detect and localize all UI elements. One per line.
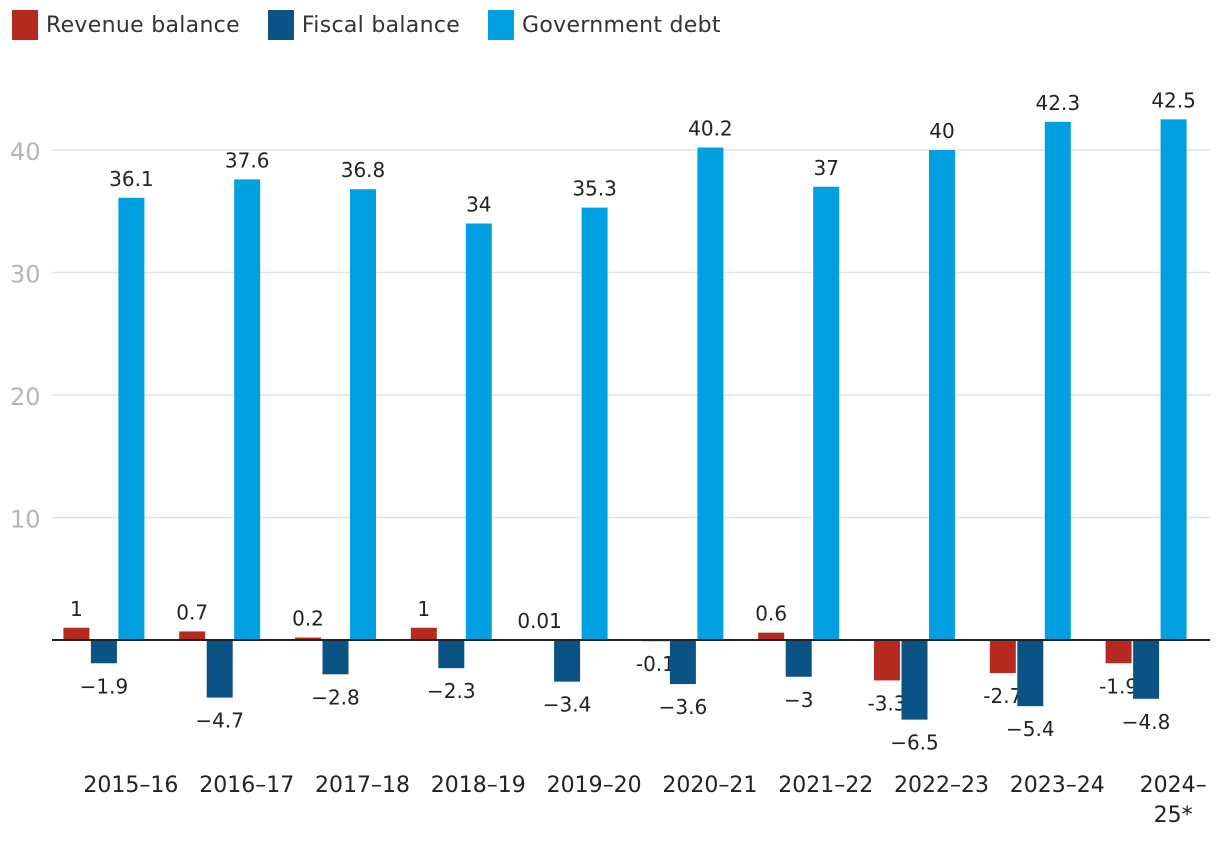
data-label: 0.2 bbox=[292, 607, 324, 631]
data-label: 36.1 bbox=[109, 167, 154, 191]
legend-item-revenue-balance[interactable]: Revenue balance bbox=[12, 10, 240, 40]
legend-item-government-debt[interactable]: Government debt bbox=[488, 10, 721, 40]
data-label: 1 bbox=[70, 597, 83, 621]
legend-item-fiscal-balance[interactable]: Fiscal balance bbox=[267, 10, 461, 40]
data-label: 0.7 bbox=[176, 600, 208, 624]
bar-fiscal-balance-2022-23 bbox=[901, 640, 928, 720]
x-tick-label: 2024– bbox=[1140, 773, 1207, 798]
data-label: 42.3 bbox=[1036, 91, 1081, 115]
x-tick-label: 2019–20 bbox=[547, 773, 642, 798]
data-label: 36.8 bbox=[341, 158, 386, 182]
data-label: -3.3 bbox=[867, 691, 906, 715]
data-label: −4.8 bbox=[1122, 710, 1171, 734]
bar-fiscal-balance-2016-17 bbox=[206, 640, 233, 698]
data-label: −1.9 bbox=[80, 674, 129, 698]
x-tick-label: 2016–17 bbox=[199, 773, 294, 798]
y-tick-label: 40 bbox=[10, 138, 41, 166]
data-label: -1.9 bbox=[1099, 674, 1138, 698]
data-label: 1 bbox=[417, 597, 430, 621]
data-label: 40.2 bbox=[688, 117, 733, 141]
bar-fiscal-balance-2021-22 bbox=[785, 640, 812, 677]
x-tick-label: 25* bbox=[1154, 803, 1193, 828]
legend-label-revenue-balance: Revenue balance bbox=[46, 12, 240, 38]
data-label: 40 bbox=[929, 119, 954, 143]
data-label: −2.8 bbox=[311, 685, 360, 709]
bar-government-debt-2016-17 bbox=[234, 179, 261, 640]
data-label: 42.5 bbox=[1151, 88, 1196, 112]
bar-fiscal-balance-2020-21 bbox=[669, 640, 696, 685]
data-label: 35.3 bbox=[572, 177, 617, 201]
data-label: 34 bbox=[466, 193, 491, 217]
data-label: −3.4 bbox=[543, 693, 592, 717]
x-tick-label: 2023–24 bbox=[1010, 773, 1105, 798]
bar-fiscal-balance-2019-20 bbox=[554, 640, 581, 682]
data-label: -2.7 bbox=[983, 684, 1022, 708]
bar-government-debt-2024-25* bbox=[1160, 119, 1187, 640]
data-label: 0.6 bbox=[755, 602, 787, 626]
legend-label-fiscal-balance: Fiscal balance bbox=[301, 12, 461, 38]
legend-swatch-revenue-balance bbox=[12, 10, 38, 40]
bar-fiscal-balance-2015-16 bbox=[90, 640, 117, 664]
bar-government-debt-2019-20 bbox=[581, 207, 608, 640]
data-label: −4.7 bbox=[195, 709, 244, 733]
bar-revenue-balance-2022-23 bbox=[874, 640, 900, 681]
bar-revenue-balance-2016-17 bbox=[179, 631, 206, 640]
bar-government-debt-2021-22 bbox=[813, 186, 840, 640]
bar-fiscal-balance-2018-19 bbox=[438, 640, 465, 669]
bar-government-debt-2017-18 bbox=[350, 189, 376, 640]
data-label: −6.5 bbox=[890, 731, 939, 755]
data-label: −2.3 bbox=[427, 679, 476, 703]
y-tick-label: 10 bbox=[10, 506, 41, 534]
bar-revenue-balance-2018-19 bbox=[410, 627, 437, 640]
legend-label-government-debt: Government debt bbox=[522, 12, 721, 38]
x-tick-label: 2021–22 bbox=[778, 773, 873, 798]
bar-fiscal-balance-2023-24 bbox=[1017, 640, 1044, 707]
data-label: −5.4 bbox=[1006, 717, 1055, 741]
bar-government-debt-2020-21 bbox=[697, 147, 724, 641]
bar-revenue-balance-2024-25* bbox=[1105, 640, 1132, 664]
data-label: −3.6 bbox=[659, 695, 708, 719]
bar-government-debt-2022-23 bbox=[929, 150, 955, 640]
legend: Revenue balance Fiscal balance Governmen… bbox=[12, 10, 721, 40]
y-tick-label: 20 bbox=[10, 383, 41, 411]
legend-swatch-fiscal-balance bbox=[267, 10, 294, 40]
bar-revenue-balance-2015-16 bbox=[63, 627, 90, 640]
y-tick-label: 30 bbox=[10, 261, 41, 289]
data-label: 37.6 bbox=[225, 148, 270, 172]
x-tick-label: 2020–21 bbox=[662, 773, 757, 798]
data-label: 37 bbox=[813, 156, 838, 180]
bar-revenue-balance-2023-24 bbox=[989, 640, 1016, 674]
bar-fiscal-balance-2024-25* bbox=[1133, 640, 1160, 699]
legend-swatch-government-debt bbox=[488, 10, 515, 40]
bar-fiscal-balance-2017-18 bbox=[322, 640, 349, 675]
x-tick-label: 2022–23 bbox=[894, 773, 989, 798]
bar-government-debt-2023-24 bbox=[1044, 121, 1071, 640]
bar-government-debt-2015-16 bbox=[118, 197, 145, 640]
data-label: -0.1 bbox=[636, 652, 675, 676]
bar-revenue-balance-2017-18 bbox=[295, 637, 321, 640]
x-tick-label: 2018–19 bbox=[431, 773, 526, 798]
bar-government-debt-2018-19 bbox=[465, 223, 492, 640]
data-label: 0.01 bbox=[517, 609, 562, 633]
data-label: −3 bbox=[784, 688, 813, 712]
bar-revenue-balance-2021-22 bbox=[758, 632, 785, 640]
x-tick-label: 2017–18 bbox=[315, 773, 410, 798]
x-tick-label: 2015–16 bbox=[83, 773, 178, 798]
